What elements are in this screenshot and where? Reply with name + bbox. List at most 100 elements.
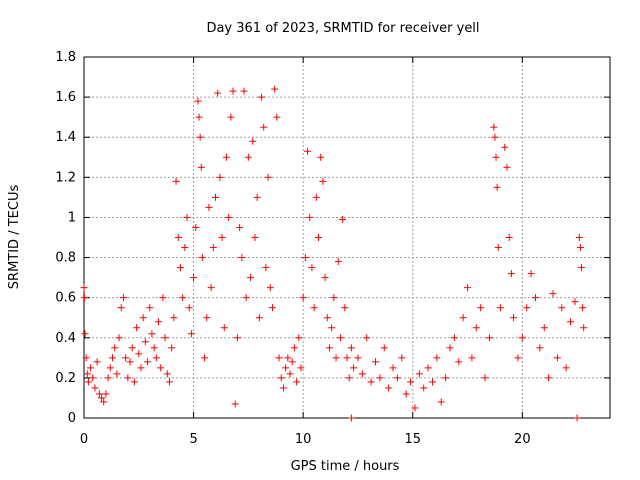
data-point — [148, 330, 156, 338]
data-point — [376, 374, 384, 382]
data-point — [491, 133, 499, 141]
data-point — [220, 324, 228, 332]
x-tick-label: 10 — [295, 432, 312, 447]
data-point — [268, 304, 276, 312]
data-point — [290, 344, 298, 352]
y-tick-label: 1.4 — [55, 130, 76, 145]
data-point — [187, 330, 195, 338]
data-point — [334, 258, 342, 266]
data-point — [336, 334, 344, 342]
data-point — [527, 270, 535, 278]
data-point — [83, 370, 91, 378]
data-point — [203, 314, 211, 322]
data-point — [271, 85, 279, 93]
x-tick-label: 20 — [514, 432, 531, 447]
data-point — [330, 294, 338, 302]
data-point — [100, 398, 108, 406]
data-point — [80, 294, 88, 302]
data-point — [227, 113, 235, 121]
data-point — [450, 334, 458, 342]
data-points — [80, 85, 588, 422]
data-point — [273, 113, 281, 121]
y-tick-label: 0 — [68, 411, 76, 426]
data-point — [297, 364, 305, 372]
data-point — [514, 354, 522, 362]
data-point — [380, 344, 388, 352]
data-point — [341, 304, 349, 312]
data-point — [157, 364, 165, 372]
x-tick-label: 0 — [80, 432, 88, 447]
data-point — [155, 318, 163, 326]
data-point — [176, 264, 184, 272]
data-point — [106, 364, 114, 372]
data-point — [195, 113, 203, 121]
data-point — [194, 97, 202, 105]
data-point — [201, 354, 209, 362]
data-point — [212, 193, 219, 201]
data-point — [424, 364, 432, 372]
y-tick-label: 1.8 — [55, 50, 76, 65]
data-point — [236, 223, 244, 231]
data-point — [190, 274, 198, 282]
data-point — [573, 414, 581, 422]
x-tick-label: 5 — [189, 432, 197, 447]
data-point — [179, 294, 187, 302]
data-point — [420, 384, 428, 392]
y-tick-label: 1.6 — [55, 90, 76, 105]
data-point — [567, 318, 575, 326]
data-point — [231, 400, 239, 408]
data-point — [163, 370, 171, 378]
data-point — [402, 390, 410, 398]
data-point — [496, 304, 504, 312]
data-point — [181, 244, 189, 252]
data-point — [117, 304, 125, 312]
data-point — [345, 374, 353, 382]
data-point — [218, 234, 226, 241]
data-point — [93, 358, 101, 366]
data-point — [576, 244, 584, 252]
data-point — [347, 414, 355, 422]
data-point — [104, 374, 112, 382]
data-point — [503, 163, 511, 171]
data-point — [197, 163, 205, 171]
data-point — [133, 324, 141, 332]
data-point — [531, 294, 539, 302]
data-point — [126, 358, 134, 366]
data-point — [310, 304, 318, 312]
data-point — [323, 314, 331, 322]
data-point — [523, 304, 531, 312]
data-point — [477, 304, 485, 312]
x-tick-label: 15 — [404, 432, 421, 447]
data-point — [472, 324, 480, 332]
chart-title: Day 361 of 2023, SRMTID for receiver yel… — [206, 21, 479, 36]
data-point — [371, 358, 379, 366]
data-point — [288, 358, 296, 366]
data-point — [490, 123, 498, 131]
data-point — [308, 264, 316, 272]
data-point — [185, 304, 193, 312]
data-point — [507, 270, 515, 278]
data-point — [580, 324, 588, 332]
data-point — [214, 89, 222, 97]
data-point — [367, 378, 375, 386]
data-point — [579, 304, 587, 312]
grid-layer — [84, 57, 610, 418]
data-point — [398, 354, 406, 362]
data-point — [571, 298, 579, 306]
y-tick-label: 0.8 — [55, 251, 76, 266]
data-point — [393, 374, 401, 382]
data-point — [282, 364, 290, 372]
data-point — [350, 364, 358, 372]
data-point — [249, 137, 257, 145]
data-point — [91, 384, 99, 392]
data-point — [124, 374, 132, 382]
data-point — [89, 374, 97, 382]
data-point — [279, 384, 287, 392]
data-point — [415, 370, 423, 378]
data-point — [299, 294, 307, 302]
data-point — [247, 274, 255, 282]
data-point — [411, 404, 419, 412]
data-point — [238, 254, 246, 262]
data-point — [183, 213, 191, 221]
data-point — [119, 294, 127, 302]
